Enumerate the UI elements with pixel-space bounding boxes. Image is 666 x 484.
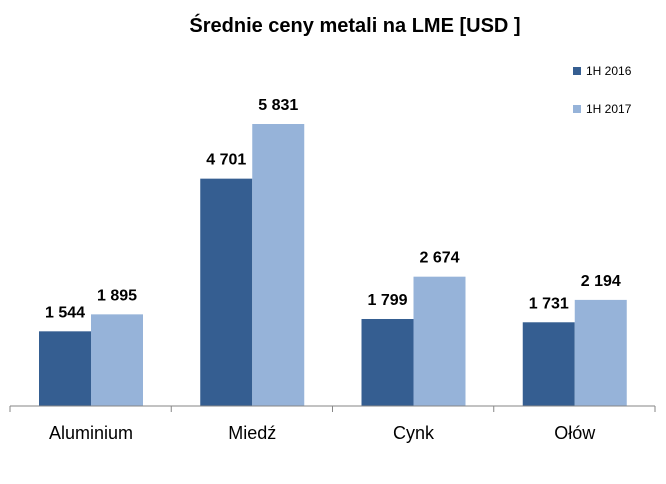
chart-title: Średnie ceny metali na LME [USD ] bbox=[189, 13, 520, 37]
bar-cynk-series-1 bbox=[361, 318, 414, 406]
legend-swatch bbox=[573, 105, 581, 113]
data-label: 1 544 bbox=[45, 304, 85, 321]
bar-miedź-series-1 bbox=[200, 178, 253, 406]
legend-label: 1H 2016 bbox=[586, 64, 632, 78]
bars-group: 1 544 1 895 4 701 5 831 1 799 2 674 1 731 2 194 bbox=[39, 97, 627, 406]
data-label: 1 731 bbox=[529, 295, 569, 312]
data-label: 1 799 bbox=[367, 292, 407, 309]
legend: 1H 2016 1H 2017 bbox=[573, 64, 632, 116]
bar-miedź-series-2 bbox=[252, 124, 305, 406]
bar-aluminium-series-1 bbox=[39, 331, 91, 406]
bar-ołów-series-1 bbox=[522, 322, 575, 406]
bar-aluminium-series-2 bbox=[91, 314, 143, 406]
legend-swatch bbox=[573, 67, 581, 75]
bar-cynk-series-2 bbox=[413, 276, 466, 406]
data-label: 5 831 bbox=[258, 97, 298, 114]
data-label: 1 895 bbox=[97, 287, 137, 304]
data-label: 4 701 bbox=[206, 152, 246, 169]
category-label: Miedź bbox=[228, 423, 276, 443]
data-label: 2 194 bbox=[581, 273, 621, 290]
bar-ołów-series-2 bbox=[574, 299, 627, 406]
category-label: Ołów bbox=[554, 423, 596, 443]
category-label: Cynk bbox=[393, 423, 435, 443]
data-label: 2 674 bbox=[419, 250, 459, 267]
legend-label: 1H 2017 bbox=[586, 102, 632, 116]
category-label: Aluminium bbox=[49, 423, 133, 443]
x-axis: Aluminium Miedź Cynk Ołów bbox=[9, 405, 656, 443]
